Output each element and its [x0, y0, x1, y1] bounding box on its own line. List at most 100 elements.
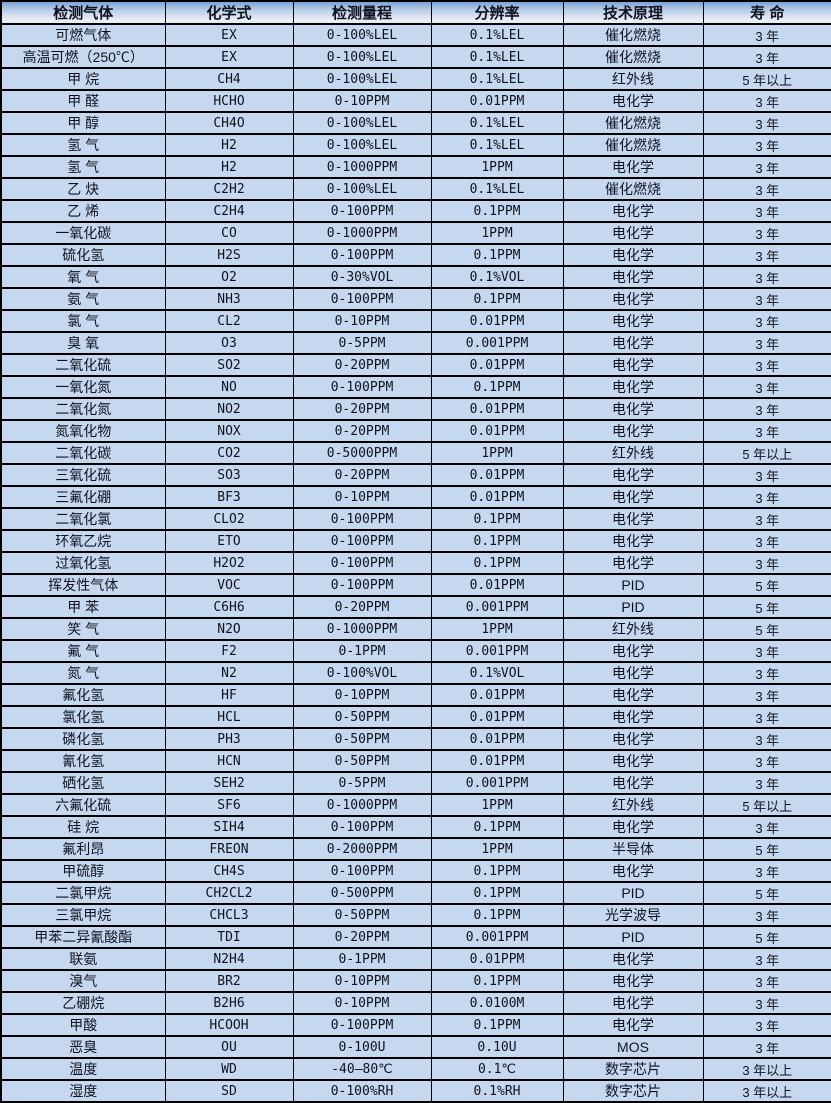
cell-technical-principle: 数字芯片	[562, 1057, 704, 1081]
cell-lifespan: 3 年	[702, 969, 831, 993]
cell-resolution: 0.001PPM	[430, 925, 564, 949]
cell-detection-range: 0-5000PPM	[292, 441, 432, 465]
cell-technical-principle: 电化学	[562, 969, 704, 993]
cell-chemical-formula: N2H4	[164, 947, 294, 971]
cell-lifespan: 3 年	[702, 221, 831, 245]
table-row: 二氯甲烷 CH2CL2 0-500PPM 0.1PPM PID 5 年	[0, 881, 831, 905]
cell-technical-principle: 半导体	[562, 837, 704, 861]
cell-technical-principle: 电化学	[562, 463, 704, 487]
cell-chemical-formula: EX	[164, 45, 294, 69]
cell-technical-principle: PID	[562, 573, 704, 597]
cell-chemical-formula: CH4	[164, 67, 294, 91]
cell-chemical-formula: BR2	[164, 969, 294, 993]
cell-gas-name: 甲硫醇	[0, 859, 166, 883]
cell-gas-name: 甲 醛	[0, 89, 166, 113]
cell-lifespan: 3 年	[702, 265, 831, 289]
cell-chemical-formula: CH4S	[164, 859, 294, 883]
table-row: 氯 气 CL2 0-10PPM 0.01PPM 电化学 3 年	[0, 309, 831, 333]
cell-chemical-formula: H2O2	[164, 551, 294, 575]
table-row: 氟化氢 HF 0-10PPM 0.01PPM 电化学 3 年	[0, 683, 831, 707]
table-row: 硒化氢 SEH2 0-5PPM 0.001PPM 电化学 3 年	[0, 771, 831, 795]
cell-chemical-formula: HCN	[164, 749, 294, 773]
table-row: 臭 氧 O3 0-5PPM 0.001PPM 电化学 3 年	[0, 331, 831, 355]
cell-technical-principle: 电化学	[562, 397, 704, 421]
cell-lifespan: 3 年	[702, 199, 831, 223]
cell-resolution: 0.1PPM	[430, 287, 564, 311]
cell-detection-range: 0-10PPM	[292, 683, 432, 707]
table-row: 甲硫醇 CH4S 0-100PPM 0.1PPM 电化学 3 年	[0, 859, 831, 883]
cell-chemical-formula: NH3	[164, 287, 294, 311]
cell-chemical-formula: CH2CL2	[164, 881, 294, 905]
cell-technical-principle: 电化学	[562, 1013, 704, 1037]
cell-technical-principle: 电化学	[562, 485, 704, 509]
cell-technical-principle: 电化学	[562, 771, 704, 795]
cell-lifespan: 5 年以上	[702, 793, 831, 817]
cell-detection-range: 0-1000PPM	[292, 793, 432, 817]
cell-lifespan: 3 年	[702, 397, 831, 421]
cell-lifespan: 3 年	[702, 749, 831, 773]
cell-chemical-formula: CH4O	[164, 111, 294, 135]
cell-technical-principle: 红外线	[562, 67, 704, 91]
cell-resolution: 0.1PPM	[430, 859, 564, 883]
cell-technical-principle: 电化学	[562, 375, 704, 399]
table-row: 甲 苯 C6H6 0-20PPM 0.001PPM PID 5 年	[0, 595, 831, 619]
cell-gas-name: 二氧化碳	[0, 441, 166, 465]
cell-detection-range: 0-100PPM	[292, 529, 432, 553]
cell-detection-range: 0-5PPM	[292, 771, 432, 795]
table-row: 六氟化硫 SF6 0-1000PPM 1PPM 红外线 5 年以上	[0, 793, 831, 817]
cell-resolution: 0.1%LEL	[430, 111, 564, 135]
cell-technical-principle: 电化学	[562, 89, 704, 113]
cell-gas-name: 挥发性气体	[0, 573, 166, 597]
cell-resolution: 0.1PPM	[430, 529, 564, 553]
table-row: 乙硼烷 B2H6 0-10PPM 0.0100M 电化学 3 年	[0, 991, 831, 1015]
cell-lifespan: 5 年	[702, 925, 831, 949]
cell-detection-range: 0-1PPM	[292, 639, 432, 663]
cell-lifespan: 3 年	[702, 859, 831, 883]
cell-gas-name: 氟利昂	[0, 837, 166, 861]
cell-gas-name: 联氨	[0, 947, 166, 971]
cell-resolution: 0.1PPM	[430, 375, 564, 399]
cell-resolution: 1PPM	[430, 837, 564, 861]
cell-gas-name: 二氧化硫	[0, 353, 166, 377]
cell-resolution: 0.1PPM	[430, 815, 564, 839]
table-row: 三氧化硫 SO3 0-20PPM 0.01PPM 电化学 3 年	[0, 463, 831, 487]
cell-technical-principle: 红外线	[562, 617, 704, 641]
cell-resolution: 0.1%LEL	[430, 23, 564, 47]
cell-detection-range: 0-10PPM	[292, 969, 432, 993]
cell-chemical-formula: BF3	[164, 485, 294, 509]
cell-detection-range: 0-100U	[292, 1035, 432, 1059]
cell-resolution: 1PPM	[430, 617, 564, 641]
cell-technical-principle: 电化学	[562, 353, 704, 377]
col-header-range: 检测量程	[292, 0, 432, 25]
cell-technical-principle: 红外线	[562, 441, 704, 465]
cell-lifespan: 3 年	[702, 991, 831, 1015]
cell-technical-principle: 催化燃烧	[562, 23, 704, 47]
cell-chemical-formula: F2	[164, 639, 294, 663]
cell-resolution: 1PPM	[430, 221, 564, 245]
table-row: 氧 气 O2 0-30%VOL 0.1%VOL 电化学 3 年	[0, 265, 831, 289]
cell-detection-range: 0-100%LEL	[292, 133, 432, 157]
cell-detection-range: 0-10PPM	[292, 89, 432, 113]
cell-detection-range: 0-100PPM	[292, 1013, 432, 1037]
table-row: 硫化氢 H2S 0-100PPM 0.1PPM 电化学 3 年	[0, 243, 831, 267]
cell-gas-name: 硫化氢	[0, 243, 166, 267]
cell-gas-name: 三氟化硼	[0, 485, 166, 509]
cell-gas-name: 氮 气	[0, 661, 166, 685]
cell-gas-name: 硒化氢	[0, 771, 166, 795]
cell-lifespan: 5 年	[702, 881, 831, 905]
cell-detection-range: 0-100%LEL	[292, 111, 432, 135]
cell-detection-range: 0-20PPM	[292, 353, 432, 377]
table-row: 一氧化氮 NO 0-100PPM 0.1PPM 电化学 3 年	[0, 375, 831, 399]
cell-resolution: 0.1PPM	[430, 507, 564, 531]
cell-chemical-formula: EX	[164, 23, 294, 47]
cell-resolution: 0.001PPM	[430, 639, 564, 663]
cell-gas-name: 氟化氢	[0, 683, 166, 707]
table-header-row: 检测气体 化学式 检测量程 分辨率 技术原理 寿 命	[0, 0, 831, 25]
cell-chemical-formula: HCHO	[164, 89, 294, 113]
cell-technical-principle: 催化燃烧	[562, 177, 704, 201]
cell-technical-principle: 电化学	[562, 507, 704, 531]
cell-lifespan: 3 年	[702, 815, 831, 839]
table-row: 乙 烯 C2H4 0-100PPM 0.1PPM 电化学 3 年	[0, 199, 831, 223]
cell-resolution: 0.0100M	[430, 991, 564, 1015]
cell-gas-name: 氢 气	[0, 155, 166, 179]
